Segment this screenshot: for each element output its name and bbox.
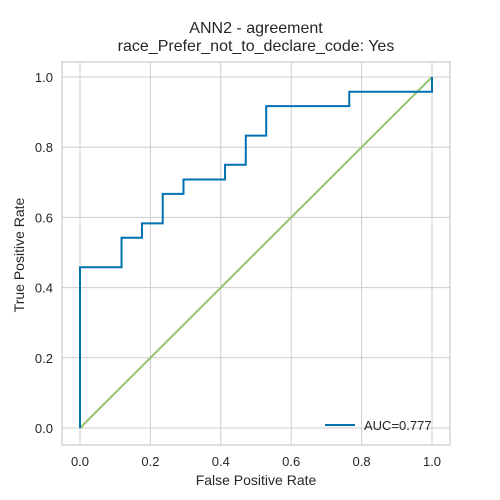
y-axis-label: True Positive Rate <box>11 197 27 312</box>
roc-curve-line <box>79 77 433 428</box>
tick-labels: 0.0 0.0 0.2 0.2 0.4 0.4 0.6 0.6 0.8 0.8 1.0 1.0 <box>35 70 441 469</box>
x-tick-label: 0.2 <box>141 454 159 469</box>
x-tick-label: 0.6 <box>282 454 300 469</box>
chance-diagonal-line <box>79 76 433 429</box>
x-axis-label: False Positive Rate <box>196 472 317 488</box>
chart-title: ANN2 - agreement <box>189 20 323 37</box>
y-tick-label: 0.6 <box>35 210 53 225</box>
chart-subtitle: race_Prefer_not_to_declare_code: Yes <box>118 38 395 55</box>
y-tick-label: 0.4 <box>35 281 53 296</box>
legend-entry-label: AUC=0.777 <box>364 418 432 433</box>
x-tick-label: 0.4 <box>212 454 230 469</box>
x-tick-label: 0.0 <box>71 454 89 469</box>
plot-area-frame <box>61 61 451 446</box>
y-tick-label: 0.2 <box>35 351 53 366</box>
grid <box>62 62 450 445</box>
x-tick-label: 0.8 <box>353 454 371 469</box>
y-tick-label: 0.0 <box>35 421 53 436</box>
y-tick-label: 0.8 <box>35 140 53 155</box>
legend: AUC=0.777 <box>325 418 432 433</box>
x-tick-label: 1.0 <box>423 454 441 469</box>
series-group <box>79 76 433 429</box>
y-tick-label: 1.0 <box>35 70 53 85</box>
